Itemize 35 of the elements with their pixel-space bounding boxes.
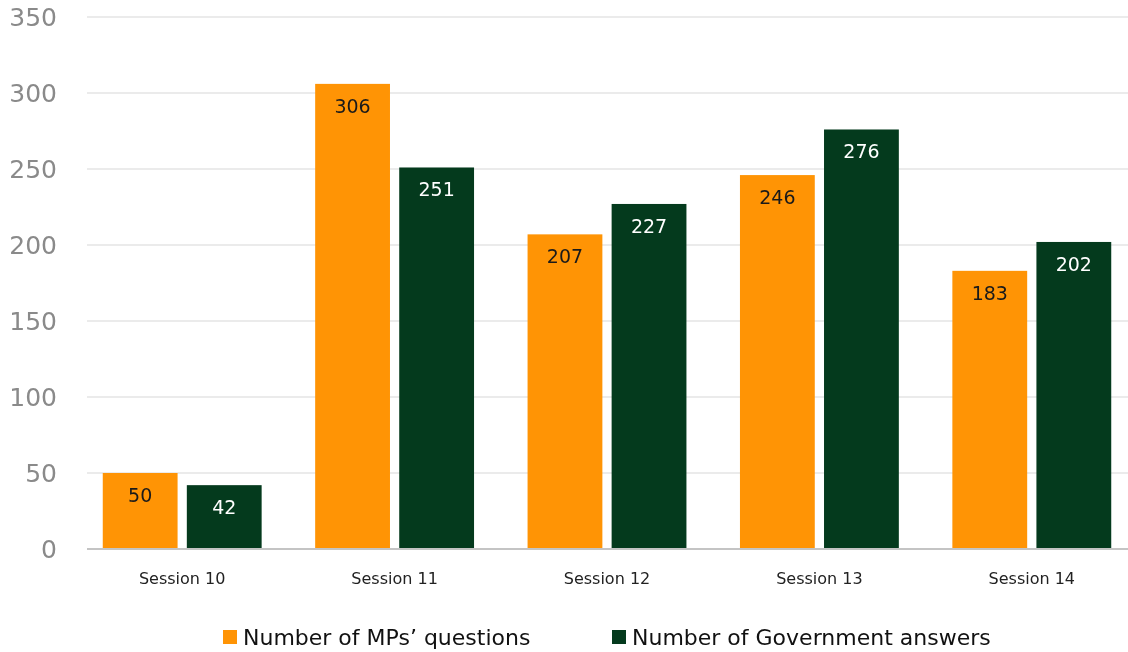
x-tick-label: Session 11 <box>351 569 438 588</box>
data-label: 202 <box>1055 252 1092 275</box>
bar <box>102 473 178 549</box>
y-tick-label: 50 <box>25 459 57 488</box>
data-label: 251 <box>418 178 455 201</box>
data-label: 276 <box>843 140 880 163</box>
y-tick-label: 250 <box>9 155 57 184</box>
x-tick-label: Session 12 <box>563 569 651 588</box>
data-label: 246 <box>759 186 796 209</box>
legend-label: Number of MPs’ questions <box>243 625 531 650</box>
bar <box>527 234 603 549</box>
x-tick-label: Session 10 <box>138 569 226 588</box>
x-tick-label: Session 13 <box>776 569 863 588</box>
x-tick-label: Session 14 <box>988 569 1076 588</box>
y-tick-label: 200 <box>9 231 57 260</box>
bar <box>1036 241 1112 549</box>
bar <box>186 485 262 549</box>
data-label: 207 <box>546 245 584 268</box>
data-label: 227 <box>630 214 668 237</box>
bar <box>399 167 475 549</box>
bar <box>824 129 899 549</box>
y-tick-label: 0 <box>41 535 57 564</box>
y-tick-label: 300 <box>9 79 57 108</box>
bar <box>315 83 390 549</box>
data-label: 50 <box>128 484 153 506</box>
y-tick-label: 350 <box>9 3 57 32</box>
bar <box>952 270 1028 549</box>
data-label: 183 <box>971 281 1008 304</box>
data-label: 306 <box>334 94 371 117</box>
data-label: 42 <box>212 496 237 519</box>
legend-label: Number of Government answers <box>632 625 991 650</box>
y-tick-label: 150 <box>9 307 57 336</box>
y-tick-label: 100 <box>9 383 57 412</box>
bar <box>739 175 815 549</box>
bar <box>611 203 687 549</box>
